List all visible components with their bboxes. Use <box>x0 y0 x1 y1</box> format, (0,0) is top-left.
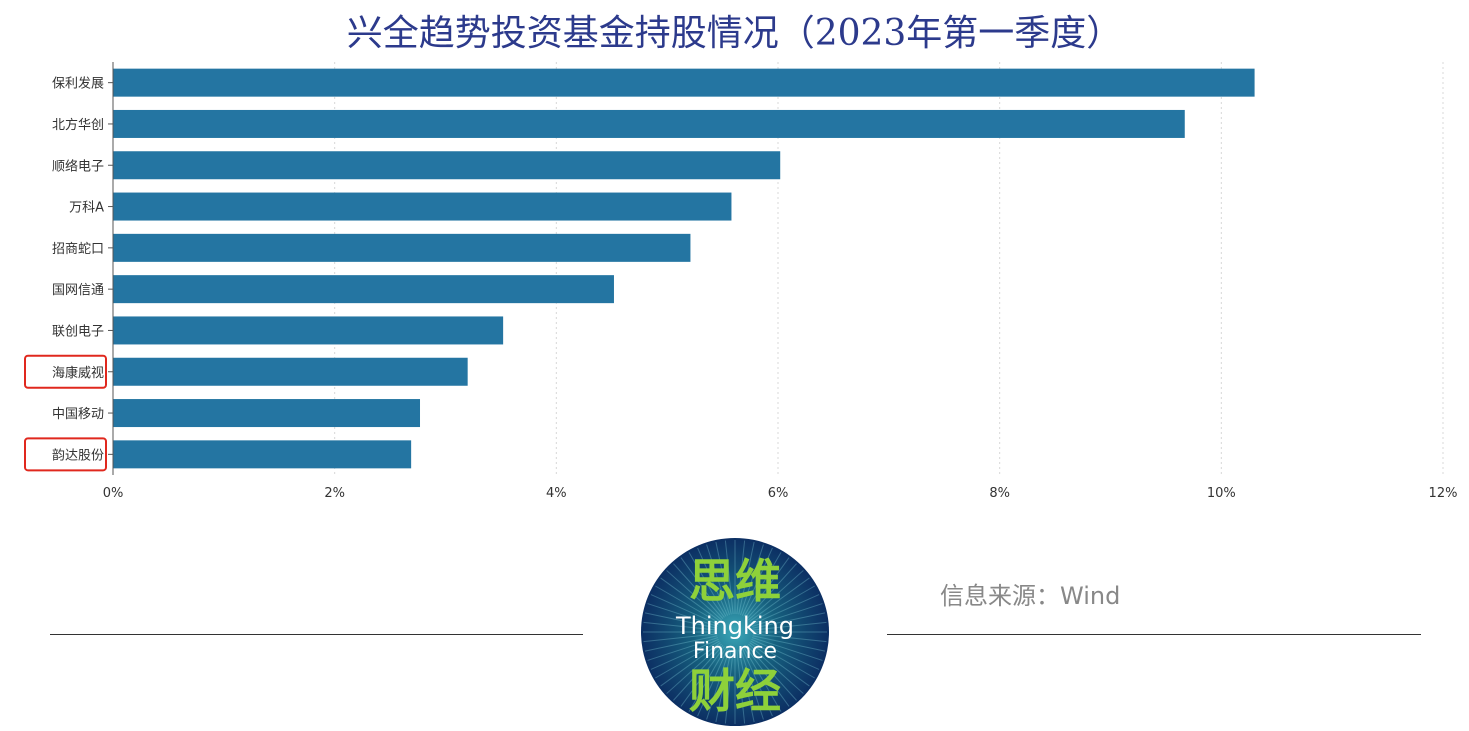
logo-ray <box>749 642 810 687</box>
x-tick-label: 4% <box>546 486 567 501</box>
logo-ray <box>673 563 724 619</box>
logo-ray <box>688 552 727 617</box>
logo-ray <box>660 577 721 622</box>
category-label: 海康威视 <box>52 365 104 381</box>
logo-ray <box>688 647 727 712</box>
bar <box>113 316 504 345</box>
highlight-box <box>24 437 107 472</box>
logo-ray <box>750 640 815 679</box>
logo-ray <box>750 585 815 624</box>
category-label: 韵达股份 <box>52 448 104 463</box>
x-tick-label: 0% <box>103 486 124 501</box>
logo-ray <box>746 563 797 619</box>
logo-top-text: 思维 <box>689 554 781 608</box>
logo-ray <box>706 648 730 720</box>
thinking-finance-logo: 思维 Thingking Finance 财经 <box>640 537 830 727</box>
logo-ray <box>741 547 773 616</box>
chart-title: 兴全趋势投资基金持股情况（2023年第一季度） <box>346 13 1123 54</box>
logo-ray <box>644 612 718 629</box>
logo-ray <box>736 649 746 724</box>
logo-ray <box>751 637 823 661</box>
logo-ray <box>745 646 790 707</box>
logo-ray <box>743 552 782 617</box>
bar <box>113 440 412 469</box>
x-tick-label: 8% <box>989 486 1010 501</box>
logo-ray <box>647 603 719 627</box>
logo-ray <box>752 612 826 629</box>
logo-ray <box>741 648 773 717</box>
category-label: 联创电子 <box>52 324 104 339</box>
logo-ray <box>655 585 720 624</box>
logo-ray <box>752 633 827 643</box>
bar <box>113 275 614 304</box>
logo-line2: Finance <box>693 639 777 664</box>
logo-line1: Thingking <box>675 612 794 640</box>
logo-ray <box>680 557 725 618</box>
logo-ray <box>740 648 764 720</box>
logo-ray <box>738 649 755 723</box>
category-label: 招商蛇口 <box>52 242 104 257</box>
logo-ray <box>746 645 797 701</box>
x-tick-label: 6% <box>768 486 789 501</box>
bars <box>113 68 1255 469</box>
logo-ray <box>752 621 827 631</box>
bar <box>113 233 691 262</box>
logo-ray <box>655 640 720 679</box>
logo-ray <box>660 642 721 687</box>
bar <box>113 151 781 180</box>
source-text: 信息来源：Wind <box>940 582 1121 610</box>
logo-ray <box>743 647 782 712</box>
category-label: 国网信通 <box>52 283 104 298</box>
logo-ray <box>736 540 746 615</box>
logo-ray <box>715 541 732 615</box>
logo-ray <box>647 637 719 661</box>
logo-ray <box>749 577 810 622</box>
logo-ray <box>751 594 820 626</box>
logo-ray <box>751 603 823 627</box>
bar-chart: 保利发展北方华创顺络电子万科A招商蛇口国网信通联创电子海康威视中国移动韵达股份 … <box>24 62 1458 501</box>
logo-ray <box>740 544 764 616</box>
category-label: 北方华创 <box>52 117 104 133</box>
logo-ray <box>673 645 724 701</box>
logo-ray <box>666 643 722 694</box>
logo-ray <box>680 646 725 707</box>
logo-ray <box>751 638 820 670</box>
logo-ray <box>666 570 722 621</box>
logo-ray <box>715 649 732 723</box>
right-divider <box>887 634 1421 635</box>
axis-tick-labels: 0% 2% 4% 6% 8% 10% 12% <box>103 486 1458 501</box>
logo-ray <box>650 638 719 670</box>
logo-ray <box>643 633 718 643</box>
category-label: 保利发展 <box>52 76 104 92</box>
logo-ray <box>724 540 734 615</box>
x-tick-label: 10% <box>1207 486 1236 501</box>
highlight-box <box>24 354 107 389</box>
logo-ray <box>697 648 729 717</box>
category-label: 万科A <box>69 201 104 216</box>
logo-ray <box>752 635 826 652</box>
bar <box>113 357 468 386</box>
logo-ray <box>706 544 730 616</box>
logo-ray <box>643 621 718 631</box>
logo-ray <box>644 635 718 652</box>
grid-lines <box>334 62 1444 475</box>
logo-ray <box>724 649 734 724</box>
x-tick-label: 2% <box>324 486 345 501</box>
left-divider <box>50 634 583 635</box>
logo-ray <box>650 594 719 626</box>
category-label: 顺络电子 <box>52 158 104 174</box>
logo-ray <box>748 570 804 621</box>
bar <box>113 192 732 221</box>
bar <box>113 399 421 428</box>
x-tick-label: 12% <box>1429 486 1458 501</box>
logo-ray <box>745 557 790 618</box>
bar <box>113 68 1255 97</box>
logo-ray <box>748 643 804 694</box>
logo-ray <box>697 547 729 616</box>
logo-ray <box>738 541 755 615</box>
logo-bottom-text: 财经 <box>689 664 781 718</box>
category-label: 中国移动 <box>52 407 104 422</box>
bar <box>113 109 1185 138</box>
